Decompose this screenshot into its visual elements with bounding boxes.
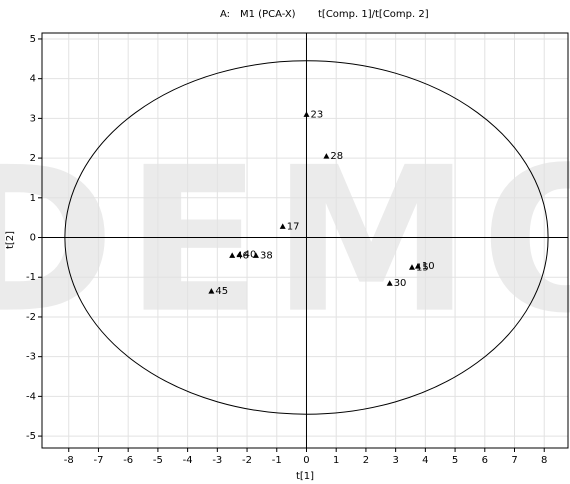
point [386,280,393,286]
y-tick-label: 4 [30,74,36,85]
y-tick-label: -2 [26,312,36,323]
y-tick-label: -4 [26,391,36,402]
y-tick-label: -5 [26,431,36,442]
point [229,252,236,258]
x-tick-label: -2 [242,455,252,466]
x-axis-label: t[1] [296,471,314,482]
x-tick-label: 3 [392,455,398,466]
x-tick-label: 7 [511,455,517,466]
point-label: 45 [215,286,228,297]
chart-subtitle: t[Comp. 1]/t[Comp. 2] [318,9,429,20]
x-tick-label: 8 [541,455,547,466]
y-tick-label: -3 [26,352,36,363]
point [208,288,215,294]
y-tick-label: 5 [30,34,36,45]
point [236,251,243,258]
x-tick-label: 4 [422,455,428,466]
x-tick-label: 2 [363,455,369,466]
y-tick-label: 2 [30,153,36,164]
x-tick-label: 6 [482,455,488,466]
point [323,153,330,159]
x-tick-label: -3 [212,455,222,466]
y-tick-label: 3 [30,113,36,124]
point-label: 10 [422,261,435,272]
point-label: 23 [310,109,323,120]
title-prefix: A: [220,9,230,20]
y-tick-label: 0 [30,233,36,244]
point [303,111,310,117]
x-tick-label: 0 [303,455,309,466]
point-label: 17 [287,221,300,232]
point-label: 38 [260,250,273,261]
x-tick-label: 5 [452,455,458,466]
y-tick-label: 1 [30,193,36,204]
x-tick-label: -1 [272,455,282,466]
point [414,263,421,269]
x-tick-label: 1 [333,455,339,466]
plot-frame [41,32,569,449]
x-tick-label: -4 [183,455,193,466]
confidence-ellipse [64,60,549,415]
point [408,264,415,270]
x-tick-label: -7 [93,455,103,466]
watermark: DEMO [0,125,570,358]
point-label: 46 [236,250,249,261]
point [252,252,259,258]
x-tick-label: -5 [153,455,163,466]
chart-title: M1 (PCA-X) [240,9,296,20]
point-label: 15 [416,262,429,273]
x-tick-label: -6 [123,455,133,466]
x-tick-label: -8 [64,455,74,466]
y-axis-label: t[2] [5,231,16,249]
point-label: 28 [330,151,343,162]
point [279,223,286,229]
point-label: 40 [244,250,257,261]
point-label: 30 [394,278,407,289]
y-tick-label: -1 [26,272,36,283]
